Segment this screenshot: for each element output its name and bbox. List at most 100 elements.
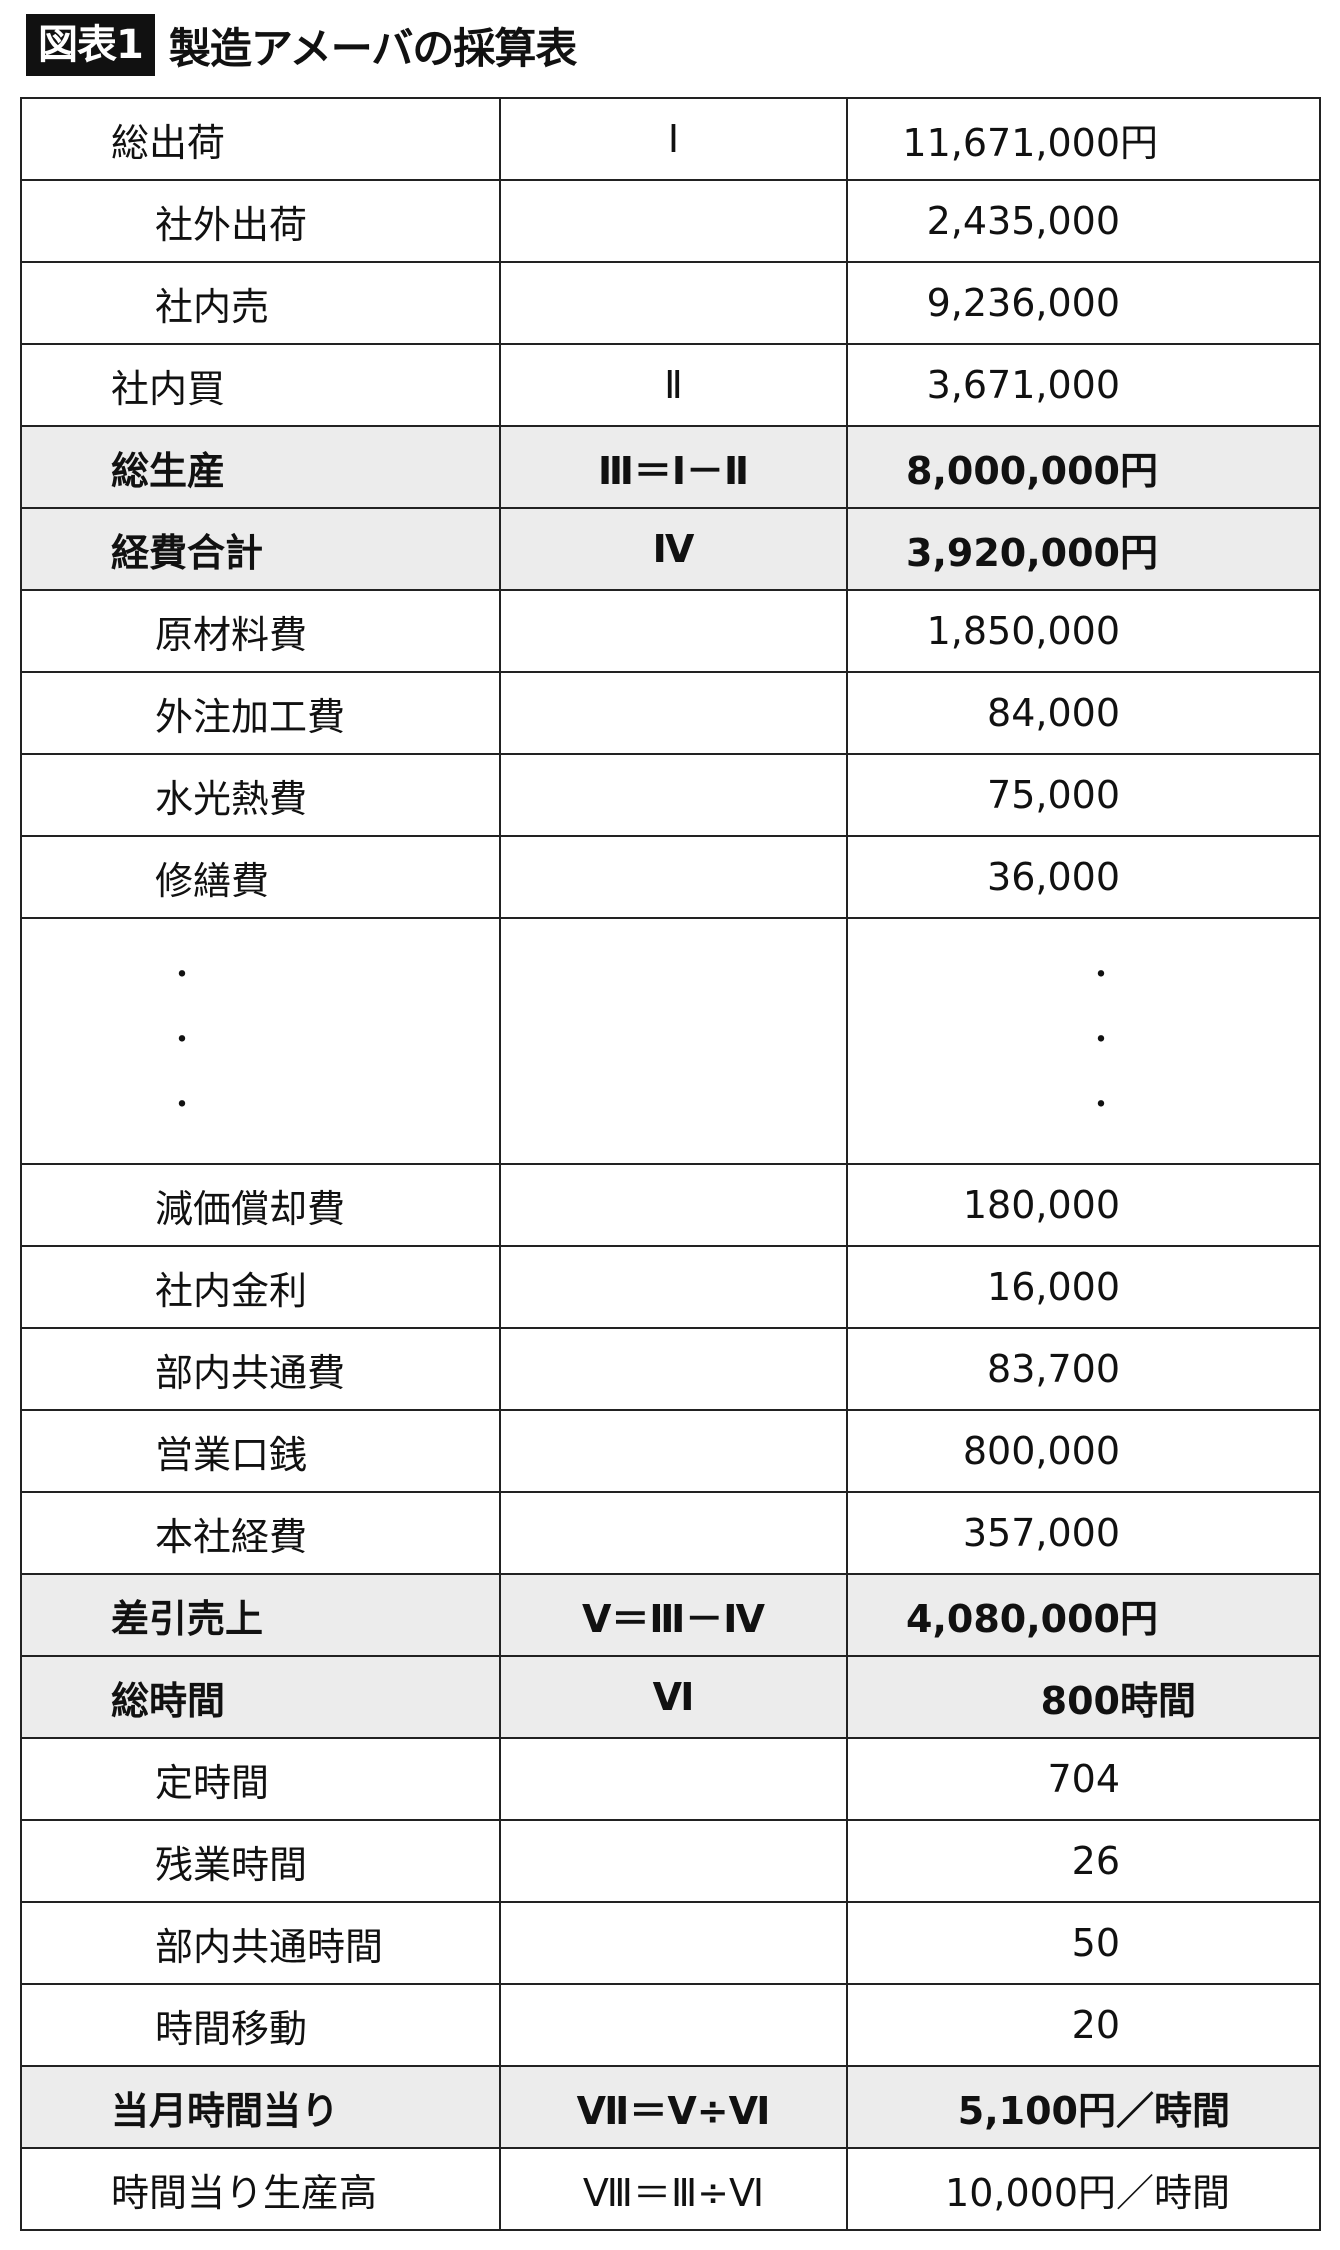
table-row: 原材料費 1,850,000 bbox=[20, 589, 1321, 673]
row-label: 時間当り生産高 bbox=[20, 2147, 501, 2231]
value-number: 2,435,000 bbox=[926, 199, 1120, 243]
table-row: 営業口銭 800,000 bbox=[20, 1409, 1321, 1493]
value-number: 36,000 bbox=[987, 855, 1120, 899]
row-formula bbox=[499, 1163, 848, 1247]
dot: ・ bbox=[167, 958, 197, 993]
row-label: 総出荷 bbox=[20, 97, 501, 181]
value-number: 20 bbox=[1071, 2003, 1120, 2047]
row-label: 経費合計 bbox=[20, 507, 501, 591]
table-row: 時間当り生産高 Ⅷ＝Ⅲ÷Ⅵ 10,000円／時間 bbox=[20, 2147, 1321, 2231]
value-number: 16,000 bbox=[987, 1265, 1120, 1309]
row-formula bbox=[499, 179, 848, 263]
row-formula bbox=[499, 1901, 848, 1985]
row-label: 社内売 bbox=[20, 261, 501, 345]
value-number: 5,100 bbox=[957, 2088, 1078, 2133]
row-formula bbox=[499, 753, 848, 837]
value-number: 1,850,000 bbox=[926, 609, 1120, 653]
row-value: 83,700 bbox=[846, 1327, 1321, 1411]
table-row: 部内共通費 83,700 bbox=[20, 1327, 1321, 1411]
row-label: 総生産 bbox=[20, 425, 501, 509]
table-row: 総出荷 Ⅰ 11,671,000円 bbox=[20, 97, 1321, 181]
row-value: 1,850,000 bbox=[846, 589, 1321, 673]
row-formula bbox=[499, 261, 848, 345]
row-value: 10,000円／時間 bbox=[846, 2147, 1321, 2231]
table-row: 総生産 Ⅲ＝Ⅰ－Ⅱ 8,000,000円 bbox=[20, 425, 1321, 509]
row-label: 社外出荷 bbox=[20, 179, 501, 263]
ellipsis-dots: ・・・ bbox=[848, 961, 1319, 1121]
row-label: 時間移動 bbox=[20, 1983, 501, 2067]
row-value: 2,435,000 bbox=[846, 179, 1321, 263]
row-formula bbox=[499, 1327, 848, 1411]
value-number: 180,000 bbox=[962, 1183, 1120, 1227]
value-number: 8,000,000 bbox=[906, 448, 1120, 493]
row-formula: Ⅶ＝Ⅴ÷Ⅵ bbox=[499, 2065, 848, 2149]
row-label: 総時間 bbox=[20, 1655, 501, 1739]
row-value: 357,000 bbox=[846, 1491, 1321, 1575]
row-label: 社内買 bbox=[20, 343, 501, 427]
ellipsis-label-cell: ・・・ bbox=[20, 917, 501, 1165]
value-unit: 円／時間 bbox=[1078, 2170, 1231, 2215]
table-row: 修繕費 36,000 bbox=[20, 835, 1321, 919]
table-row: 社外出荷 2,435,000 bbox=[20, 179, 1321, 263]
row-formula bbox=[499, 1409, 848, 1493]
value-unit: 円 bbox=[1120, 448, 1159, 493]
table-row: 部内共通時間 50 bbox=[20, 1901, 1321, 1985]
dot: ・ bbox=[167, 1023, 197, 1058]
value-number: 3,671,000 bbox=[926, 363, 1120, 407]
row-value: 50 bbox=[846, 1901, 1321, 1985]
row-label: 残業時間 bbox=[20, 1819, 501, 1903]
value-unit: 円 bbox=[1120, 530, 1159, 575]
row-label: 部内共通時間 bbox=[20, 1901, 501, 1985]
value-number: 83,700 bbox=[987, 1347, 1120, 1391]
row-formula bbox=[499, 1491, 848, 1575]
value-unit: 円 bbox=[1120, 1596, 1159, 1641]
value-number: 9,236,000 bbox=[926, 281, 1120, 325]
row-formula bbox=[499, 835, 848, 919]
value-unit: 時間 bbox=[1120, 1678, 1197, 1723]
table-row: 本社経費 357,000 bbox=[20, 1491, 1321, 1575]
table-row: 経費合計 Ⅳ 3,920,000円 bbox=[20, 507, 1321, 591]
row-label: 減価償却費 bbox=[20, 1163, 501, 1247]
ellipsis-row: ・・・・・・ bbox=[20, 917, 1321, 1165]
row-value: 84,000 bbox=[846, 671, 1321, 755]
row-value: 4,080,000円 bbox=[846, 1573, 1321, 1657]
row-formula bbox=[499, 1245, 848, 1329]
row-value: 3,671,000 bbox=[846, 343, 1321, 427]
row-formula bbox=[499, 1737, 848, 1821]
row-value: 8,000,000円 bbox=[846, 425, 1321, 509]
row-label: 本社経費 bbox=[20, 1491, 501, 1575]
table-row: 残業時間 26 bbox=[20, 1819, 1321, 1903]
row-value: 16,000 bbox=[846, 1245, 1321, 1329]
figure-label: 図表1 bbox=[26, 14, 155, 76]
value-number: 10,000 bbox=[945, 2170, 1078, 2215]
ellipsis-ref-cell bbox=[499, 917, 848, 1165]
row-formula: Ⅰ bbox=[499, 97, 848, 181]
row-label: 定時間 bbox=[20, 1737, 501, 1821]
table-row: 水光熱費 75,000 bbox=[20, 753, 1321, 837]
row-value: 75,000 bbox=[846, 753, 1321, 837]
value-unit: 円 bbox=[1120, 120, 1159, 165]
table-row: 社内買 Ⅱ 3,671,000 bbox=[20, 343, 1321, 427]
row-value: 3,920,000円 bbox=[846, 507, 1321, 591]
row-formula: Ⅴ＝Ⅲ－Ⅳ bbox=[499, 1573, 848, 1657]
row-formula bbox=[499, 589, 848, 673]
table-row: 総時間 Ⅵ 800時間 bbox=[20, 1655, 1321, 1739]
table-row: 外注加工費 84,000 bbox=[20, 671, 1321, 755]
table-row: 定時間 704 bbox=[20, 1737, 1321, 1821]
row-label: 水光熱費 bbox=[20, 753, 501, 837]
row-value: 20 bbox=[846, 1983, 1321, 2067]
row-label: 原材料費 bbox=[20, 589, 501, 673]
ellipsis-value-cell: ・・・ bbox=[846, 917, 1321, 1165]
value-number: 800,000 bbox=[962, 1429, 1120, 1473]
value-number: 3,920,000 bbox=[906, 530, 1120, 575]
row-label: 外注加工費 bbox=[20, 671, 501, 755]
ellipsis-dots: ・・・ bbox=[22, 961, 499, 1121]
row-formula: Ⅵ bbox=[499, 1655, 848, 1739]
row-formula: Ⅳ bbox=[499, 507, 848, 591]
row-label: 当月時間当り bbox=[20, 2065, 501, 2149]
row-value: 26 bbox=[846, 1819, 1321, 1903]
row-formula: Ⅲ＝Ⅰ－Ⅱ bbox=[499, 425, 848, 509]
row-label: 営業口銭 bbox=[20, 1409, 501, 1493]
value-unit: 円／時間 bbox=[1078, 2088, 1231, 2133]
row-formula: Ⅷ＝Ⅲ÷Ⅵ bbox=[499, 2147, 848, 2231]
